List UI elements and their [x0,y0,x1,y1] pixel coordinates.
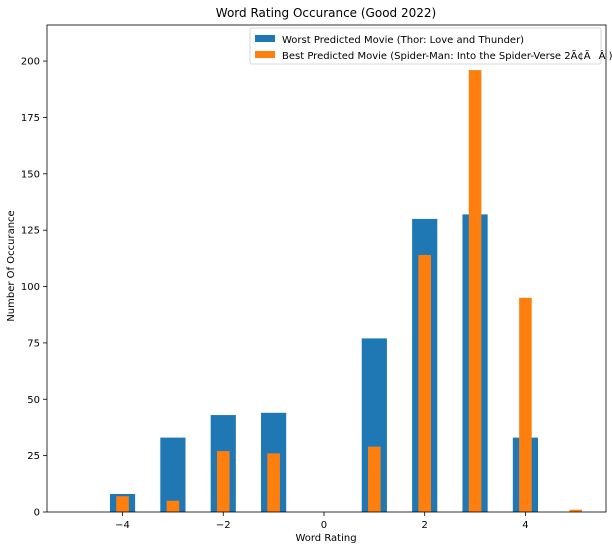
y-tick-label: 125 [21,226,40,237]
bar-series-2 [267,453,280,512]
legend-label-1: Worst Predicted Movie (Thor: Love and Th… [282,35,524,46]
bar-series-2 [166,500,180,512]
y-tick-label: 75 [27,338,40,349]
legend: Worst Predicted Movie (Thor: Love and Th… [249,27,612,65]
y-axis-label: Number Of Occurance [6,210,17,321]
plot-area: −4 −2 0 2 4 0 25 50 75 100 125 150 175 200 [21,24,607,531]
bar-series-2 [418,254,431,512]
bar-series-2 [468,70,482,512]
y-tick-label: 200 [21,57,40,68]
chart-title: Word Rating Occurance (Good 2022) [216,6,436,20]
legend-swatch-1 [255,35,275,42]
legend-swatch-2 [255,51,275,58]
bar-series-2 [116,496,129,512]
x-tick-label: 0 [321,520,327,531]
bar-series-1 [160,437,186,512]
y-tick-label: 100 [21,282,40,293]
bar-series-2 [569,509,583,512]
y-tick-label: 0 [34,508,40,519]
x-tick-label: −2 [216,520,231,531]
y-tick-label: 175 [21,113,40,124]
bar-series-2 [519,297,532,512]
x-tick-label: 2 [422,520,428,531]
x-tick-label: 4 [522,520,528,531]
plot-frame [46,24,607,513]
legend-label-2: Best Predicted Movie (Spider-Man: Into t… [282,49,612,62]
y-tick-label: 50 [27,395,40,406]
x-tick-label: −4 [115,520,130,531]
bar-series-2 [368,446,381,512]
y-tick-label: 25 [27,451,40,462]
legend-frame [249,27,602,65]
y-tick-label: 150 [21,169,40,180]
x-axis-label: Word Rating [295,533,356,544]
bar-series-2 [216,451,230,513]
